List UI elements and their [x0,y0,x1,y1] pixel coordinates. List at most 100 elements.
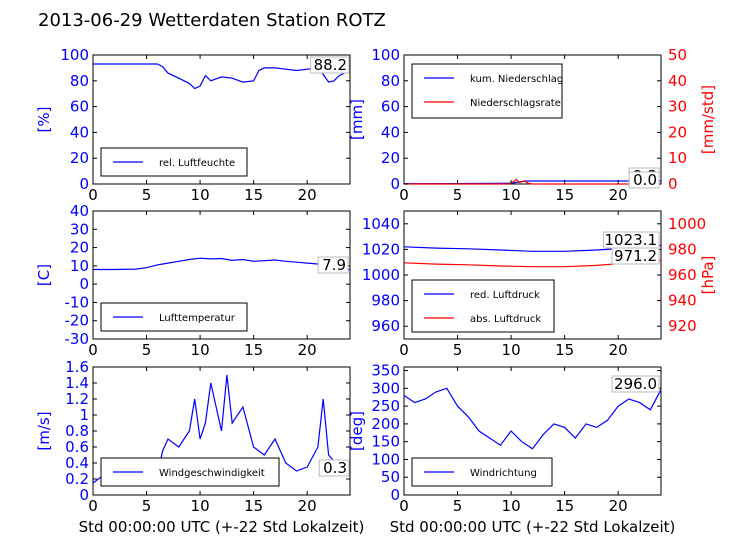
y-tick-label: 100 [371,46,400,64]
annotation-box [611,247,660,265]
x-tick-label: 10 [502,341,521,359]
x-tick-label: 15 [244,497,263,515]
y-tick-label: 0 [79,275,89,293]
legend-label: red. Luftdruck [470,290,540,301]
y-axis-label: [deg] [348,411,366,451]
x-tick-label: 10 [191,186,210,204]
y-right-tick-label: 980 [668,240,697,258]
annotation-box [318,459,350,477]
y-tick-label: 40 [381,123,400,141]
y-tick-label: 30 [70,220,89,238]
y-tick-label: 20 [70,239,89,257]
x-tick-label: 0 [88,341,98,359]
legend-label: rel. Luftfeuchte [159,158,235,169]
y-tick-label: 250 [371,397,400,415]
x-tick-label: 20 [298,341,317,359]
y-tick-label: 20 [381,149,400,167]
annotation-box [611,375,660,393]
y-tick-label: 10 [70,257,89,275]
x-tick-label: 15 [244,186,263,204]
y-right-axis-label: [mm/std] [699,85,717,154]
x-tick-label: 20 [609,341,628,359]
legend-label: Windrichtung [470,468,537,479]
y-tick-label: 40 [70,202,89,220]
annotation-label: 971.2 [614,247,657,265]
annotation-label: 0.0 [633,171,657,189]
x-tick-label: 0 [88,186,98,204]
y-tick-label: 980 [371,292,400,310]
y-tick-label: 80 [381,72,400,90]
x-tick-label: 5 [453,497,463,515]
y-right-tick-label: 30 [668,98,687,116]
y-axis-label: [mm] [348,99,366,140]
annotation-label: 0.3 [323,459,347,477]
x-axis-label: Std 00:00:00 UTC (+-22 Std Lokalzeit) [79,518,365,536]
legend-box [411,279,555,333]
y-right-axis-label: [hPa] [699,256,717,295]
y-right-tick-label: 920 [668,317,697,335]
y-axis-label: [%] [35,107,53,133]
legend-box [411,63,563,119]
y-tick-label: 1040 [362,215,400,233]
y-right-tick-label: 20 [668,123,687,141]
x-tick-label: 15 [244,341,263,359]
x-tick-label: 20 [609,186,628,204]
y-tick-label: 0.2 [65,470,89,488]
y-tick-label: 80 [70,72,89,90]
series-line-5-0 [403,387,662,450]
x-tick-label: 0 [399,341,409,359]
y-axis-label: [C] [35,264,53,286]
x-tick-label: 10 [502,497,521,515]
annotation-box [628,171,660,189]
y-tick-label: 40 [70,123,89,141]
x-axis-label: Std 00:00:00 UTC (+-22 Std Lokalzeit) [390,518,676,536]
y-tick-label: 1.6 [65,358,89,376]
y-tick-label: -10 [65,293,90,311]
y-tick-label: 350 [371,362,400,380]
x-tick-label: 5 [142,497,152,515]
y-tick-label: 960 [371,317,400,335]
legend-label: Lufttemperatur [159,313,236,324]
x-tick-label: 5 [142,341,152,359]
x-tick-label: 0 [399,186,409,204]
y-tick-label: 100 [60,46,89,64]
y-tick-label: 150 [371,433,400,451]
y-tick-label: -20 [65,312,90,330]
y-tick-label: 0 [390,486,400,504]
y-tick-label: 0 [79,175,89,193]
y-tick-label: 50 [381,468,400,486]
annotation-label: 88.2 [314,56,347,74]
y-right-tick-label: 940 [668,292,697,310]
y-right-tick-label: 10 [668,149,687,167]
y-tick-label: 60 [70,98,89,116]
y-right-tick-label: 50 [668,46,687,64]
annotation-label: 296.0 [614,375,657,393]
y-tick-label: 60 [381,98,400,116]
x-tick-label: 5 [142,186,152,204]
figure-title: 2013-06-29 Wetterdaten Station ROTZ [38,10,386,31]
annotation-label: 1023.1 [605,231,658,249]
y-tick-label: 0 [79,486,89,504]
annotation-label: 7.9 [322,256,346,274]
y-right-tick-label: 960 [668,266,697,284]
legend-label: Niederschlagsrate [470,98,561,109]
y-right-tick-label: 0 [668,175,678,193]
legend-label: abs. Luftdruck [470,314,541,325]
x-tick-label: 15 [555,341,574,359]
x-tick-label: 0 [399,497,409,515]
y-tick-label: 100 [371,450,400,468]
y-tick-label: 1.4 [65,374,89,392]
series-line-2-0 [93,257,351,271]
x-tick-label: 15 [555,497,574,515]
x-tick-label: 10 [502,186,521,204]
y-right-tick-label: 1000 [668,215,706,233]
y-tick-label: 200 [371,415,400,433]
y-tick-label: 1020 [362,240,400,258]
x-tick-label: 5 [453,341,463,359]
y-right-tick-label: 40 [668,72,687,90]
x-tick-label: 0 [88,497,98,515]
legend-label: kum. Niederschlag [470,74,563,85]
y-tick-label: 1000 [362,266,400,284]
x-tick-label: 5 [453,186,463,204]
